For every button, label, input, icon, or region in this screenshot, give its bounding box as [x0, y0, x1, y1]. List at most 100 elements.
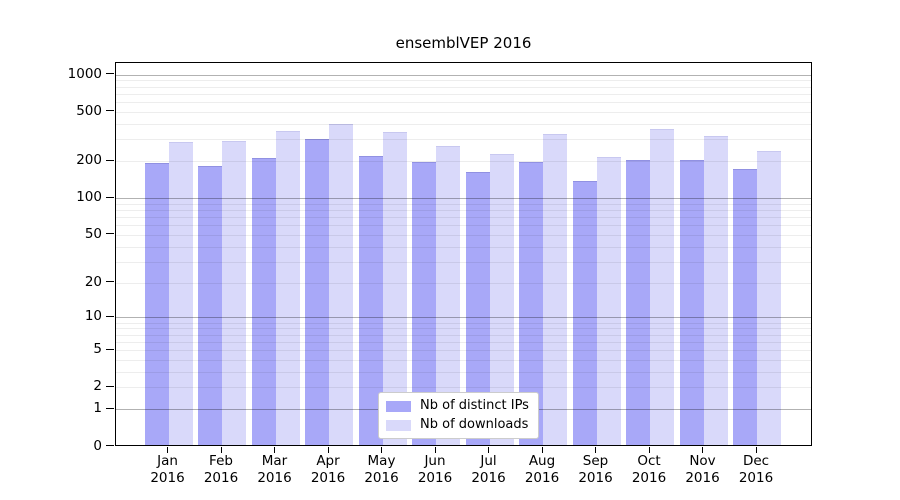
y-gridline-minor — [116, 341, 811, 343]
legend-item-downloads: Nb of downloads — [386, 417, 529, 433]
bar-downloads — [275, 130, 300, 445]
legend-label-downloads: Nb of downloads — [420, 417, 529, 432]
bar-distinct-ips — [305, 138, 329, 445]
legend-swatch-downloads — [386, 419, 411, 431]
bar-distinct-ips — [572, 180, 597, 445]
bar-downloads — [222, 140, 246, 445]
x-tick — [648, 446, 650, 453]
bar-distinct-ips — [679, 160, 704, 445]
x-tick-label: Nov 2016 — [685, 453, 720, 486]
x-tick-label: Oct 2016 — [631, 453, 667, 486]
y-tick — [106, 407, 114, 409]
plot-area — [115, 62, 812, 446]
x-tick — [167, 446, 168, 453]
y-tick-label: 20 — [84, 273, 102, 290]
bar-downloads — [168, 142, 193, 445]
y-tick — [106, 281, 114, 283]
y-tick-label: 200 — [76, 152, 102, 169]
legend-swatch-distinct-ips — [386, 400, 411, 412]
y-tick — [106, 233, 114, 235]
y-gridline-minor — [116, 371, 811, 373]
legend-label-distinct-ips: Nb of distinct IPs — [420, 398, 529, 413]
x-tick — [541, 446, 543, 453]
bar-distinct-ips — [198, 165, 222, 445]
y-gridline-minor — [116, 80, 811, 82]
legend: Nb of distinct IPs Nb of downloads — [378, 392, 539, 439]
x-tick-label: Aug 2016 — [524, 453, 560, 486]
y-tick — [106, 315, 114, 317]
x-tick — [327, 446, 329, 453]
x-tick-label: Feb 2016 — [203, 453, 239, 486]
y-tick-label: 500 — [76, 102, 102, 119]
bar-downloads — [543, 133, 567, 445]
y-tick-label: 100 — [76, 189, 102, 206]
y-gridline-major — [116, 317, 811, 319]
y-tick — [106, 348, 114, 350]
x-tick-label: Jan 2016 — [150, 453, 185, 486]
bar-distinct-ips — [144, 163, 169, 445]
y-gridline-minor — [116, 225, 811, 227]
x-tick — [595, 446, 596, 453]
y-gridline-minor — [116, 111, 811, 113]
y-gridline-minor — [116, 359, 811, 361]
y-gridline-minor — [116, 210, 811, 212]
bar-downloads — [329, 123, 353, 445]
x-tick-label: Dec 2016 — [738, 453, 774, 486]
y-gridline-major — [116, 74, 811, 76]
y-gridline-minor — [116, 322, 811, 324]
x-tick-label: Sep 2016 — [578, 453, 613, 486]
y-gridline-minor — [116, 102, 811, 104]
chart-title: ensemblVEP 2016 — [395, 34, 532, 52]
y-tick — [106, 385, 114, 387]
bar-distinct-ips — [251, 158, 276, 445]
y-gridline-minor — [116, 387, 811, 389]
x-tick — [220, 446, 222, 453]
y-gridline-minor — [116, 93, 811, 95]
x-tick-label: May 2016 — [364, 453, 399, 486]
x-tick — [434, 446, 436, 453]
y-gridline-minor — [116, 261, 811, 263]
y-tick — [106, 110, 114, 112]
y-tick-label: 50 — [84, 225, 102, 242]
y-gridline-major — [116, 198, 811, 200]
bar-distinct-ips — [626, 160, 650, 445]
y-gridline-minor — [116, 217, 811, 219]
y-gridline-minor — [116, 328, 811, 330]
y-gridline-minor — [116, 246, 811, 248]
bar-downloads — [703, 136, 728, 445]
y-gridline-minor — [116, 123, 811, 125]
y-tick-label: 10 — [84, 308, 102, 325]
legend-item-distinct-ips: Nb of distinct IPs — [386, 398, 529, 414]
x-tick — [381, 446, 382, 453]
y-tick-label: 2 — [93, 378, 102, 395]
bar-downloads — [596, 157, 621, 445]
x-tick — [755, 446, 757, 453]
y-tick — [106, 159, 114, 161]
x-tick-label: Jul 2016 — [471, 453, 506, 486]
bar-distinct-ips — [733, 169, 757, 445]
y-gridline-minor — [116, 139, 811, 141]
y-tick — [106, 73, 114, 75]
y-gridline-minor — [116, 234, 811, 236]
y-gridline-minor — [116, 203, 811, 205]
y-tick-label: 5 — [93, 341, 102, 358]
x-tick-label: Jun 2016 — [417, 453, 453, 486]
y-tick — [106, 196, 114, 198]
y-gridline-minor — [116, 334, 811, 336]
x-tick — [274, 446, 275, 453]
y-gridline-minor — [116, 86, 811, 88]
y-gridline-minor — [116, 282, 811, 284]
y-tick-label: 0 — [93, 437, 102, 454]
bar-downloads — [757, 150, 781, 445]
y-gridline-minor — [116, 350, 811, 352]
y-tick-label: 1 — [93, 400, 102, 417]
y-tick — [106, 445, 114, 446]
x-tick — [488, 446, 489, 453]
y-gridline-minor — [116, 161, 811, 163]
x-tick — [702, 446, 703, 453]
x-tick-label: Mar 2016 — [257, 453, 292, 486]
bar-downloads — [650, 128, 674, 445]
x-tick-label: Apr 2016 — [310, 453, 346, 486]
y-tick-label: 1000 — [67, 65, 102, 82]
